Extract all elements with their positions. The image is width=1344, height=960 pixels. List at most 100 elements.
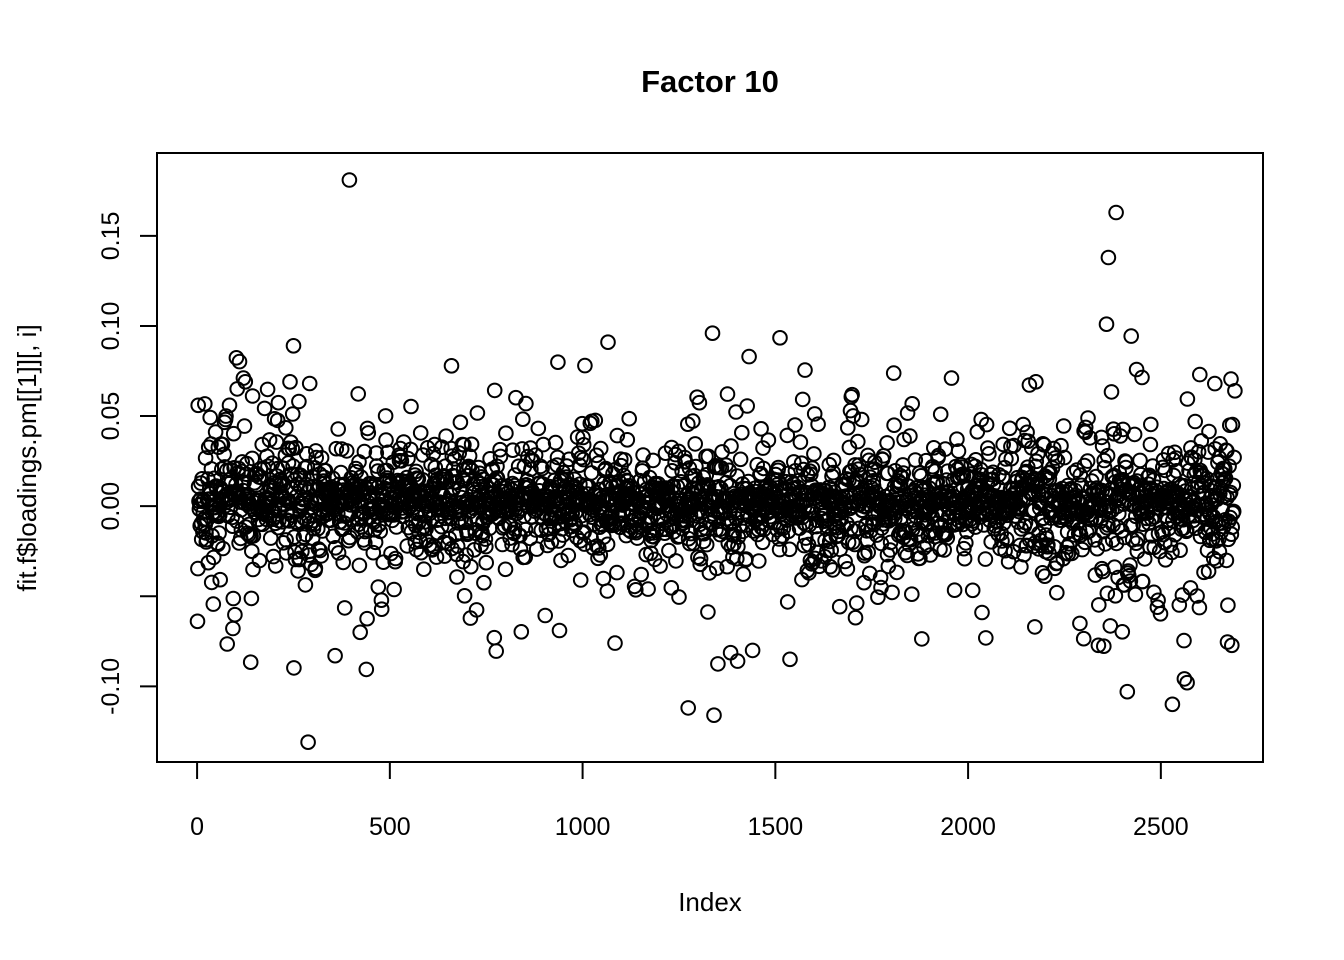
data-point [1096,638,1112,655]
data-point [1104,532,1121,548]
data-point [751,553,767,569]
data-point [1100,249,1117,266]
y-tick-label: 0.15 [97,212,125,261]
data-point [190,560,206,577]
data-point [1224,416,1241,433]
data-point [1036,437,1052,453]
data-point [892,467,909,484]
data-point [328,440,345,457]
data-point [449,569,465,585]
data-point [338,443,355,459]
y-axis-label: fit.f$loadings.pm[[1]][, i] [12,324,42,591]
data-point [221,397,238,414]
data-point [652,558,668,574]
data-point [995,469,1011,486]
data-point [710,656,726,672]
data-point [600,334,616,351]
data-point [1027,619,1043,635]
data-point [692,556,709,573]
data-point [1076,457,1093,474]
x-tick-label: 0 [190,813,204,841]
scatter-points [189,172,1243,751]
data-point [244,388,261,404]
data-point [1122,573,1139,589]
data-point [523,461,539,478]
data-point [1077,419,1094,436]
data-point [310,541,327,557]
data-point [1190,444,1207,460]
data-point [872,569,889,586]
data-point [1099,447,1116,464]
data-point [760,432,777,449]
data-point [348,463,365,480]
y-tick-label: -0.10 [97,658,125,715]
data-point [370,579,387,595]
data-point [297,577,314,593]
data-point [1225,503,1242,520]
data-point [558,469,575,485]
data-point [1102,618,1119,634]
data-point [904,396,921,412]
data-point [197,396,213,412]
data-point [285,338,302,354]
data-point [1075,630,1092,647]
data-point [837,553,853,570]
data-point [237,374,254,390]
data-point [851,457,867,473]
data-point [243,590,260,607]
data-point [200,554,217,571]
data-point [825,562,841,578]
data-point [350,386,367,402]
data-point [1064,545,1080,562]
data-point [1220,597,1236,614]
data-point [284,406,301,422]
data-point [668,553,684,569]
data-point [663,580,680,596]
data-point [253,469,269,486]
data-point [596,529,612,545]
data-point [995,436,1012,453]
data-point [862,565,878,582]
data-point [782,651,798,668]
data-point [449,538,466,554]
data-point [1143,416,1159,433]
data-point [532,458,549,475]
data-point [1179,674,1195,691]
data-point [848,595,865,611]
data-point [231,353,248,370]
data-point [528,541,545,557]
data-point [359,610,375,627]
data-point [402,441,419,458]
data-point [286,660,302,676]
data-point [885,365,902,381]
data-point [433,518,450,535]
data-point [365,544,382,561]
data-point [1226,449,1242,466]
data-point [914,631,930,647]
data-point [575,429,591,446]
data-point [973,411,990,428]
data-point [730,538,746,555]
data-point [1108,204,1124,221]
data-point [899,405,916,421]
data-point [640,581,656,597]
data-point [974,604,990,621]
data-point [978,630,994,646]
data-point [1187,413,1203,430]
data-point [1119,683,1136,700]
data-point [505,442,521,459]
data-point [451,445,468,461]
data-point [729,550,745,567]
data-point [780,523,797,540]
data-point [981,446,997,462]
data-point [448,526,464,543]
data-point [781,541,798,558]
data-point [913,468,929,484]
data-point [308,449,325,466]
data-point [225,590,242,607]
data-point [572,572,589,588]
data-point [853,411,870,428]
data-point [1125,517,1141,534]
data-point [498,425,514,442]
x-tick-label: 2000 [940,813,996,841]
